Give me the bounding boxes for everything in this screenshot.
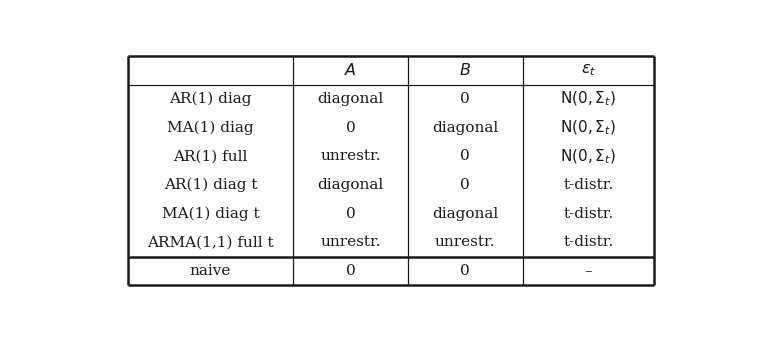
Text: t-distr.: t-distr. [563, 207, 613, 221]
Text: 0: 0 [460, 92, 470, 106]
Text: unrestr.: unrestr. [320, 149, 381, 163]
Text: $\mathrm{N}(0,\Sigma_t)$: $\mathrm{N}(0,\Sigma_t)$ [561, 119, 617, 137]
Text: $\mathrm{N}(0,\Sigma_t)$: $\mathrm{N}(0,\Sigma_t)$ [561, 147, 617, 166]
Text: 0: 0 [460, 264, 470, 278]
Text: 0: 0 [346, 207, 356, 221]
Text: 0: 0 [460, 149, 470, 163]
Text: t-distr.: t-distr. [563, 178, 613, 192]
Text: $\mathrm{N}(0,\Sigma_t)$: $\mathrm{N}(0,\Sigma_t)$ [561, 90, 617, 108]
Text: t-distr.: t-distr. [563, 235, 613, 249]
Text: diagonal: diagonal [317, 178, 384, 192]
Text: naive: naive [190, 264, 231, 278]
Text: $B$: $B$ [459, 62, 472, 79]
Text: $\varepsilon_t$: $\varepsilon_t$ [581, 63, 596, 78]
Text: $A$: $A$ [344, 62, 357, 79]
Text: diagonal: diagonal [432, 121, 498, 135]
Text: 0: 0 [346, 264, 356, 278]
Text: MA(1) diag: MA(1) diag [167, 121, 254, 135]
Text: diagonal: diagonal [317, 92, 384, 106]
Text: MA(1) diag t: MA(1) diag t [162, 207, 259, 221]
Text: 0: 0 [460, 178, 470, 192]
Text: ARMA(1,1) full t: ARMA(1,1) full t [147, 235, 274, 249]
Text: unrestr.: unrestr. [320, 235, 381, 249]
Text: –: – [584, 264, 592, 278]
Text: diagonal: diagonal [432, 207, 498, 221]
Text: AR(1) diag: AR(1) diag [169, 92, 252, 106]
Text: AR(1) diag t: AR(1) diag t [164, 178, 257, 192]
Text: unrestr.: unrestr. [435, 235, 495, 249]
Text: 0: 0 [346, 121, 356, 135]
Text: AR(1) full: AR(1) full [173, 149, 248, 163]
